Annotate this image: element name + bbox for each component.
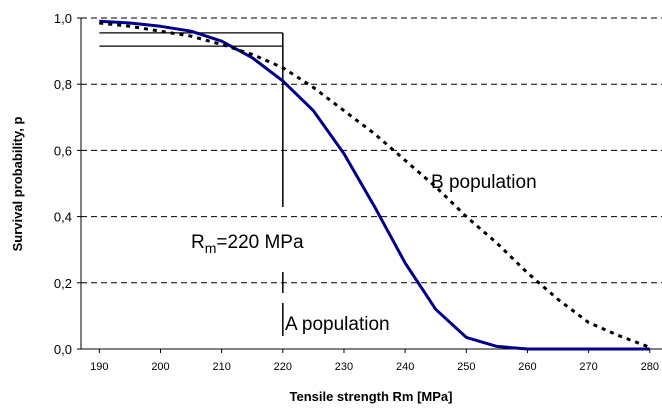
rm-annotation-r: R — [191, 232, 205, 253]
x-tick-label: 210 — [212, 361, 230, 373]
x-tick-label: 270 — [579, 361, 597, 373]
y-tick-label: 1,0 — [54, 11, 72, 26]
y-tick-label: 0,8 — [54, 77, 72, 92]
x-tick-label: 260 — [518, 361, 536, 373]
x-tick-label: 280 — [641, 361, 659, 373]
grid-lines — [81, 17, 662, 284]
series-group — [99, 19, 651, 351]
x-axis: 190 200 210 220 230 240 250 260 270 280 — [81, 348, 662, 373]
label-b-population: B population — [431, 172, 537, 193]
y-tick-label: 0,6 — [54, 143, 72, 158]
rm-annotation-sub: m — [205, 240, 217, 256]
y-axis-title: Survival probability, p — [10, 117, 25, 252]
x-tick-label: 230 — [335, 361, 353, 373]
label-a-population: A population — [285, 314, 390, 335]
y-tick-label: 0,2 — [54, 276, 72, 291]
series-line-b-population — [99, 21, 651, 349]
y-tick-label: 0,4 — [54, 210, 72, 225]
series-line-a-population — [99, 19, 650, 351]
x-axis-title: Tensile strength Rm [MPa] — [289, 389, 452, 404]
y-axis: 0,0 0,2 0,4 0,6 0,8 1,0 — [54, 11, 82, 357]
rm-annotation: Rm=220 MPa — [191, 232, 304, 256]
x-tick-label: 250 — [457, 361, 475, 373]
x-tick-label: 240 — [396, 361, 414, 373]
x-tick-label: 200 — [151, 361, 169, 373]
y-tick-label: 0,0 — [54, 342, 72, 357]
rm-annotation-value: =220 MPa — [216, 232, 304, 253]
x-tick-label: 220 — [274, 361, 292, 373]
x-tick-label: 190 — [90, 361, 108, 373]
marker-lines — [99, 32, 284, 336]
